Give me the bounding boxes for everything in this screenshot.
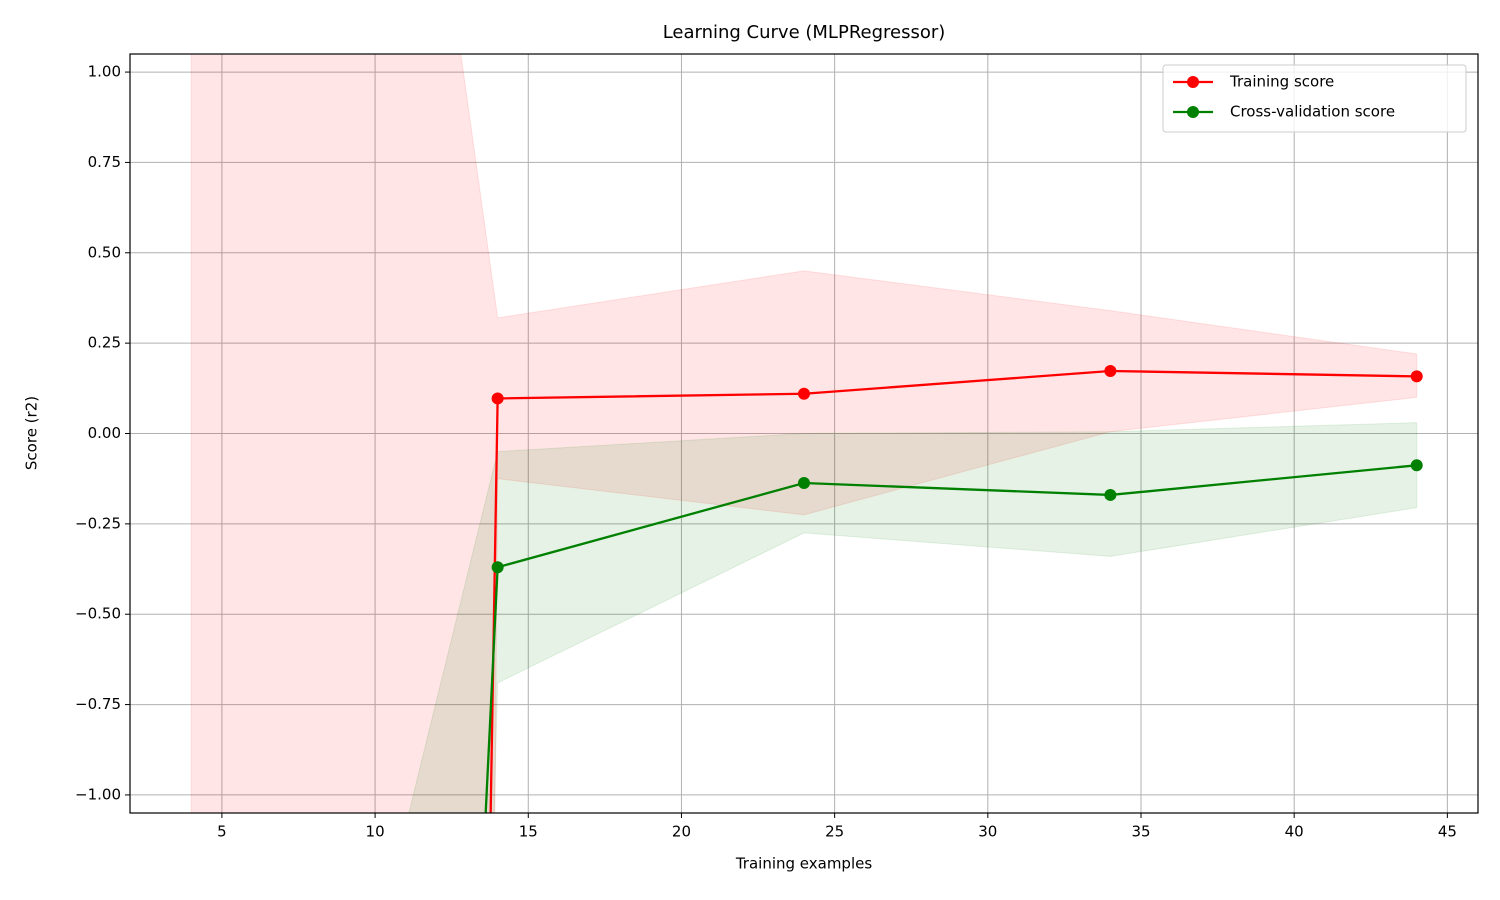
y-tick-label: −0.75 bbox=[75, 695, 121, 713]
x-tick-label: 20 bbox=[672, 823, 691, 841]
data-point bbox=[1104, 488, 1117, 501]
y-tick-label: −0.25 bbox=[75, 514, 121, 532]
x-tick-label: 35 bbox=[1131, 823, 1150, 841]
data-point bbox=[491, 392, 504, 405]
x-tick-label: 45 bbox=[1438, 823, 1457, 841]
grid bbox=[130, 54, 1478, 813]
data-point bbox=[491, 561, 504, 574]
plot-area bbox=[190, 54, 1423, 813]
legend-label: Training score bbox=[1229, 73, 1334, 91]
y-tick-label: 0.00 bbox=[88, 424, 121, 442]
x-axis-label: Training examples bbox=[735, 855, 873, 873]
data-point bbox=[1410, 459, 1423, 472]
y-tick-label: 0.75 bbox=[88, 153, 121, 171]
legend-marker bbox=[1187, 76, 1199, 88]
x-tick-label: 10 bbox=[366, 823, 385, 841]
y-tick-label: −0.50 bbox=[75, 605, 121, 623]
confidence-band bbox=[408, 422, 1418, 813]
y-tick-label: 0.50 bbox=[88, 243, 121, 261]
confidence-band bbox=[190, 54, 1418, 813]
data-point bbox=[798, 477, 810, 490]
ticks: 5 10 15 20 25 30 35 40 45 −1.00 −0.75 −0.50 −0.25 0.0… bbox=[75, 63, 1457, 841]
x-tick-label: 30 bbox=[978, 823, 997, 841]
x-tick-label: 5 bbox=[217, 823, 227, 841]
legend-marker bbox=[1187, 106, 1199, 118]
data-point bbox=[1410, 370, 1423, 383]
y-tick-label: −1.00 bbox=[75, 785, 121, 803]
data-point bbox=[798, 387, 810, 400]
legend-box bbox=[1162, 64, 1467, 133]
legend-label: Cross-validation score bbox=[1230, 103, 1395, 121]
x-tick-label: 15 bbox=[519, 823, 538, 841]
y-axis-label: Score (r2) bbox=[23, 396, 41, 470]
chart-title: Learning Curve (MLPRegressor) bbox=[663, 22, 946, 43]
y-tick-label: 0.25 bbox=[88, 334, 121, 352]
legend: Training score Cross-validation score bbox=[1162, 64, 1467, 133]
data-point bbox=[1104, 364, 1117, 377]
x-tick-label: 25 bbox=[825, 823, 844, 841]
x-tick-label: 40 bbox=[1285, 823, 1304, 841]
y-tick-label: 1.00 bbox=[88, 63, 121, 81]
